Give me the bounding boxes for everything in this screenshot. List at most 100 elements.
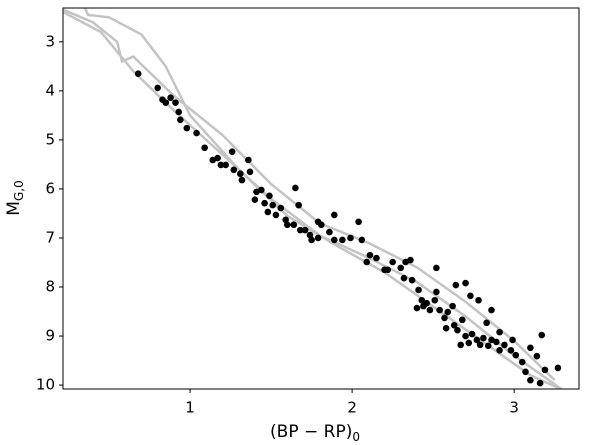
x-tick-label: 1 <box>185 399 195 417</box>
star-point <box>261 199 268 207</box>
star-point <box>222 161 230 169</box>
y-tick-label: 4 <box>45 81 55 99</box>
star-point <box>330 236 338 244</box>
star-point <box>442 324 450 332</box>
isochrone <box>63 11 564 389</box>
star-point <box>308 236 315 244</box>
star-point <box>533 352 541 360</box>
star-point <box>134 70 142 78</box>
star-point <box>509 336 516 344</box>
y-tick-label: 3 <box>45 32 55 50</box>
star-point <box>296 226 304 234</box>
star-point <box>408 276 416 284</box>
star-point <box>541 366 549 374</box>
star-point <box>193 129 200 137</box>
star-point <box>441 314 448 322</box>
star-point <box>527 344 534 352</box>
star-point <box>264 208 272 216</box>
isochrone <box>83 8 564 389</box>
star-point <box>488 306 495 314</box>
y-axis-label: MG,0 <box>4 180 26 215</box>
star-point <box>245 156 252 164</box>
star-point <box>480 334 487 342</box>
star-point <box>236 170 244 178</box>
star-point <box>473 336 481 344</box>
y-tick-label: 5 <box>45 130 55 148</box>
star-point <box>358 236 366 244</box>
star-point <box>177 116 184 124</box>
star-point <box>400 274 408 282</box>
x-axis-label: (BP − RP)0 <box>270 422 360 444</box>
star-point <box>238 176 246 184</box>
y-label-sub: G,0 <box>12 180 26 201</box>
plot-frame <box>62 7 580 390</box>
star-point <box>433 264 440 272</box>
x-tick-label: 3 <box>509 399 519 417</box>
star-point <box>418 296 426 304</box>
y-tick-label: 7 <box>45 228 55 246</box>
star-point <box>501 341 508 349</box>
star-point <box>436 306 443 314</box>
star-point <box>397 264 405 272</box>
star-point <box>246 168 254 176</box>
y-tick-label: 9 <box>45 327 55 345</box>
star-point <box>290 221 298 229</box>
star-point <box>426 306 434 314</box>
star-point <box>467 292 474 300</box>
star-point <box>459 316 466 324</box>
star-point <box>407 256 414 264</box>
star-point <box>452 281 460 289</box>
star-point <box>450 321 458 329</box>
star-point <box>420 302 427 310</box>
star-point <box>415 286 422 294</box>
star-point <box>431 296 439 304</box>
star-point <box>512 351 520 359</box>
star-point <box>444 308 452 316</box>
star-point <box>172 99 179 106</box>
star-point <box>251 196 259 204</box>
star-point <box>314 234 322 242</box>
star-point <box>154 84 161 92</box>
star-point <box>326 228 333 236</box>
star-point <box>292 184 299 192</box>
star-point <box>272 211 280 219</box>
star-point <box>366 251 374 259</box>
y-tick-label: 10 <box>36 376 55 394</box>
star-point <box>167 94 174 102</box>
x-label-sub: 0 <box>352 430 360 444</box>
star-point <box>518 358 526 366</box>
star-point <box>465 339 473 347</box>
star-point <box>462 279 469 287</box>
star-point <box>527 376 534 384</box>
star-point <box>183 124 191 132</box>
star-point <box>554 364 562 372</box>
star-point <box>433 288 440 296</box>
y-label-main: M <box>4 201 24 216</box>
y-tick-label: 6 <box>45 179 55 197</box>
star-point <box>214 154 221 162</box>
star-point <box>266 192 273 200</box>
star-point <box>295 201 302 209</box>
star-point <box>301 226 309 234</box>
star-point <box>454 326 461 334</box>
star-point <box>201 144 208 152</box>
star-point <box>330 211 338 219</box>
star-point <box>475 296 482 304</box>
star-point <box>384 266 392 274</box>
star-point <box>355 218 362 226</box>
isochrone <box>63 8 556 382</box>
star-point <box>538 331 546 339</box>
star-point <box>389 258 396 266</box>
star-point <box>347 234 354 242</box>
star-point <box>536 379 544 387</box>
star-point <box>258 186 265 194</box>
x-tick-label: 2 <box>347 399 357 417</box>
star-point <box>277 204 285 212</box>
star-point <box>162 99 170 106</box>
star-point <box>373 254 380 262</box>
x-label-main: (BP − RP) <box>270 422 352 442</box>
plot-area <box>63 8 564 389</box>
star-point <box>468 330 476 338</box>
star-point <box>269 201 277 209</box>
